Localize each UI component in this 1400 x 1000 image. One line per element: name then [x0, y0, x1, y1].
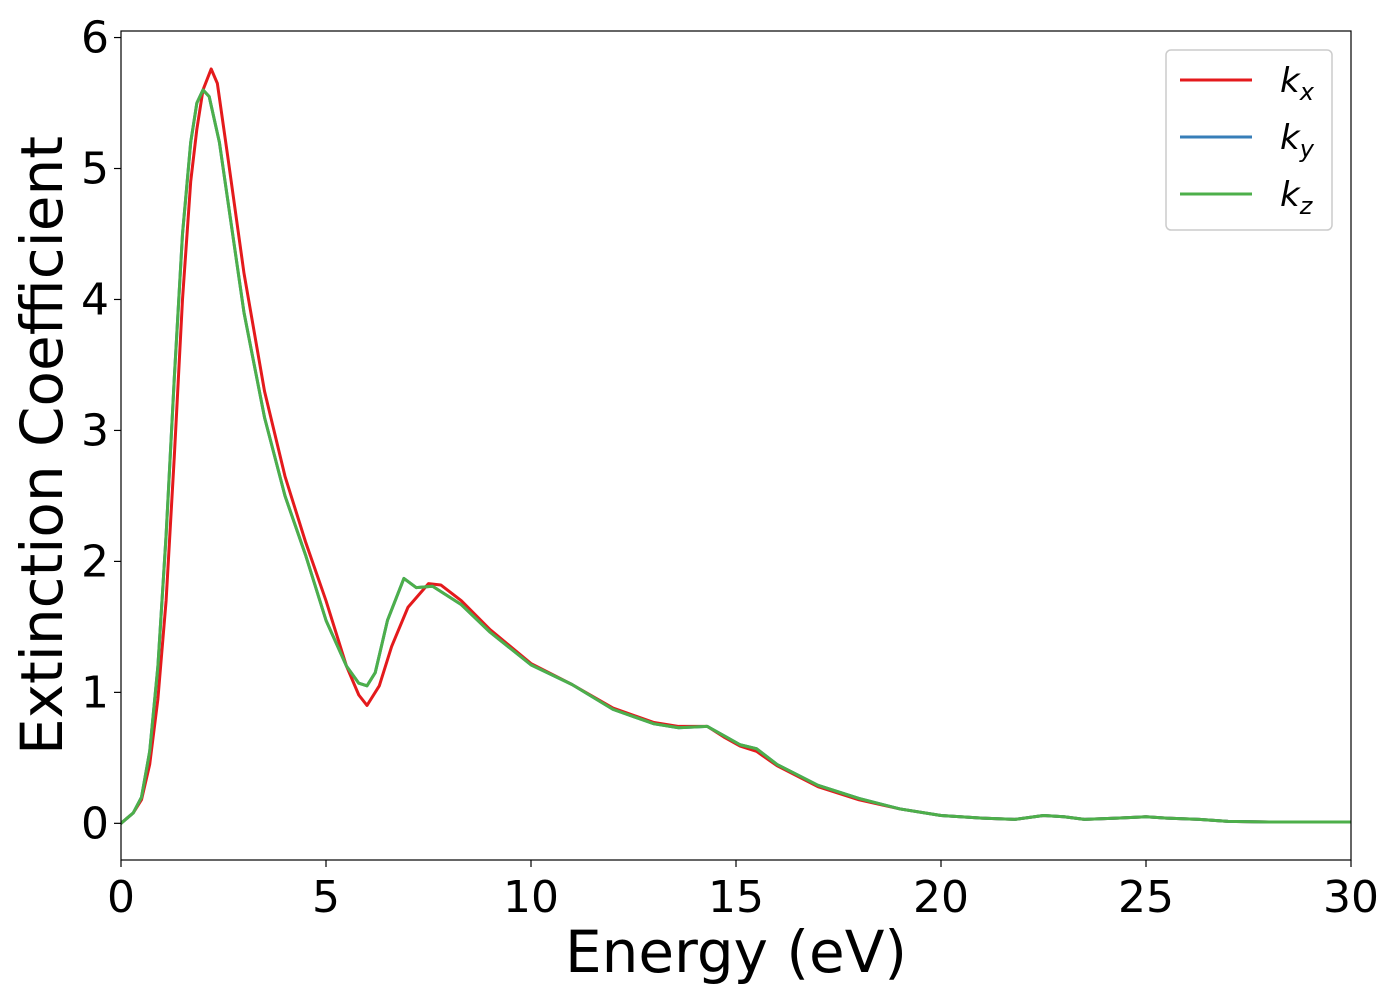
y-tick-label: 4 — [81, 274, 109, 325]
y-tick-label: 5 — [81, 144, 109, 195]
y-tick-label: 2 — [81, 536, 109, 587]
x-axis-label: Energy (eV) — [565, 918, 907, 986]
x-tick-label: 10 — [503, 872, 559, 923]
legend-label-kz: kz — [1280, 175, 1314, 220]
y-tick-label: 0 — [81, 798, 109, 849]
x-tick-label: 20 — [913, 872, 969, 923]
x-tick-label: 30 — [1323, 872, 1379, 923]
y-axis-ticks: 0 1 2 3 4 5 6 — [81, 13, 121, 849]
y-axis-label: Extinction Coefficient — [8, 136, 76, 755]
x-tick-label: 25 — [1118, 872, 1174, 923]
series-line-kz — [121, 88, 1351, 825]
legend-box — [1165, 49, 1333, 231]
series-layer — [121, 67, 1351, 825]
legend-label-ky: ky — [1280, 118, 1315, 163]
y-tick-label: 1 — [81, 667, 109, 718]
legend-label-kx: kx — [1280, 61, 1315, 106]
y-tick-label: 6 — [81, 13, 109, 64]
y-tick-label: 3 — [81, 405, 109, 456]
x-tick-label: 0 — [107, 872, 135, 923]
x-tick-label: 5 — [312, 872, 340, 923]
x-tick-label: 15 — [708, 872, 764, 923]
x-axis-ticks: 0 5 10 15 20 25 30 — [107, 860, 1379, 923]
legend: kx ky kz — [1165, 49, 1333, 231]
